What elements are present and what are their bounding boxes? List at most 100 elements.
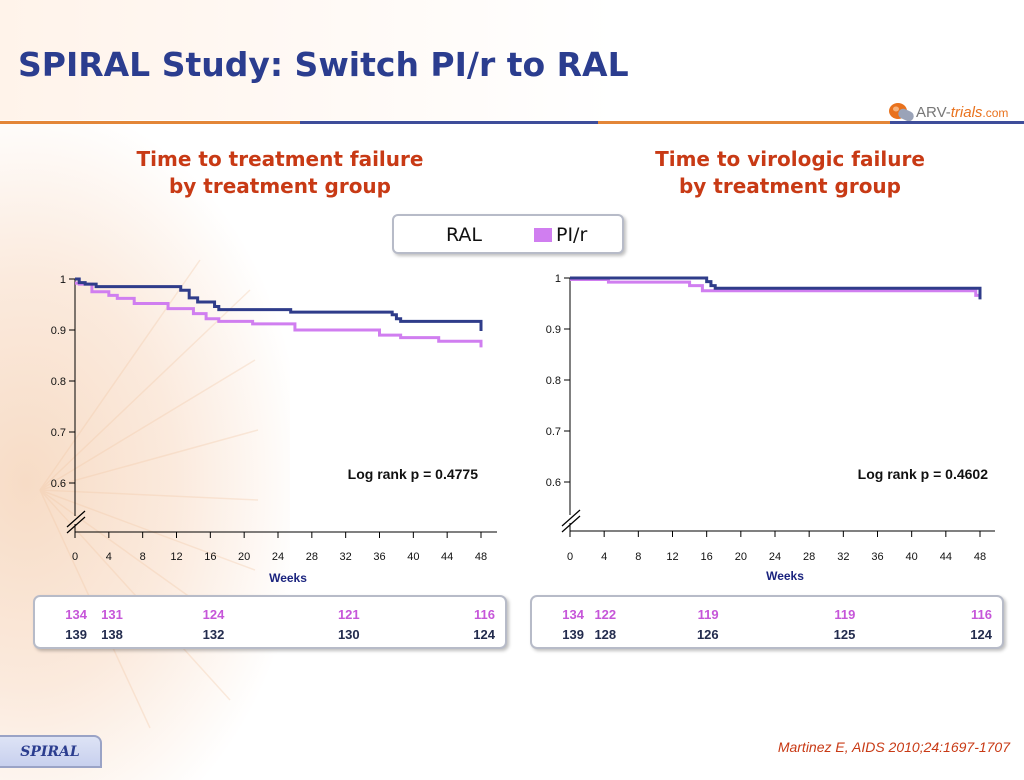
- logo-highlight: trials: [950, 104, 983, 121]
- x-tick-label: 4: [601, 551, 607, 563]
- at-risk-count-pir: 116: [971, 607, 992, 622]
- at-risk-count-ral: 138: [101, 627, 123, 642]
- x-tick-label: 4: [106, 551, 112, 563]
- panel-title-line: Time to virologic failure: [655, 147, 925, 171]
- x-tick-label: 32: [837, 551, 849, 563]
- x-tick-label: 12: [170, 551, 182, 563]
- at-risk-count-pir: 121: [337, 607, 360, 622]
- divider-rule: [300, 121, 598, 124]
- at-risk-count-pir: 134: [562, 607, 584, 622]
- study-badge-label: SPIRAL: [20, 744, 80, 760]
- at-risk-count-pir: 124: [202, 607, 225, 622]
- y-tick-label: 0.6: [546, 477, 561, 489]
- y-tick-label: 0.6: [51, 478, 66, 490]
- x-tick-label: 32: [340, 551, 352, 563]
- km-curve-ral: [570, 276, 982, 300]
- x-tick-label: 44: [940, 551, 952, 563]
- y-tick-label: 0.9: [51, 325, 66, 337]
- y-tick-label: 0.7: [546, 426, 561, 438]
- at-risk-count-ral: 139: [65, 627, 87, 642]
- at-risk-count-ral: 124: [970, 627, 992, 642]
- log-rank-annotation: Log rank p = 0.4775: [348, 466, 479, 482]
- x-tick-label: 0: [72, 551, 78, 563]
- at-risk-count-ral: 139: [562, 627, 584, 642]
- header-band: [0, 0, 1024, 120]
- x-tick-label: 36: [373, 551, 385, 563]
- y-tick-label: 0.7: [51, 427, 66, 439]
- x-tick-label: 44: [441, 551, 453, 563]
- at-risk-count-pir: 122: [594, 607, 617, 622]
- brand-logo: ARV-trials.com: [888, 98, 1018, 128]
- axis-break-mark: [66, 510, 86, 528]
- legend-item-pir: PI/r: [534, 224, 587, 246]
- axis-break-mark: [561, 509, 581, 527]
- citation: Martinez E, AIDS 2010;24:1697-1707: [777, 739, 1010, 755]
- x-tick-label: 48: [974, 551, 986, 563]
- km-charts: 0.60.70.80.910 4 8 12 16 20 24 28 32 36 40 44 48Week…: [51, 273, 995, 585]
- x-tick-label: 28: [803, 551, 815, 563]
- panel-title-line: by treatment group: [678, 174, 901, 198]
- km-curve-ral: [75, 277, 483, 332]
- at-risk-count-ral: 132: [202, 627, 225, 642]
- divider-rule: [0, 121, 300, 124]
- x-tick-label: 40: [407, 551, 419, 563]
- x-tick-label: 20: [238, 551, 250, 563]
- x-tick-label: 48: [475, 551, 487, 563]
- legend-swatch: [534, 228, 552, 242]
- logo-prefix: ARV-: [916, 104, 951, 121]
- panel-title-line: by treatment group: [168, 174, 391, 198]
- study-badge: SPIRAL: [0, 735, 102, 768]
- chart-legend: RAL PI/r: [392, 214, 624, 254]
- at-risk-count-pir: 116: [474, 607, 495, 622]
- at-risk-count-pir: 134: [65, 607, 87, 622]
- x-tick-label: 16: [204, 551, 216, 563]
- x-tick-label: 24: [769, 551, 781, 563]
- panel-title-treatment-failure: Time to treatment failure by treatment g…: [80, 146, 480, 200]
- capsule-icon: [889, 103, 914, 122]
- y-tick-label: 0.9: [546, 324, 561, 336]
- log-rank-annotation: Log rank p = 0.4602: [858, 466, 989, 482]
- y-tick-label: 0.8: [546, 375, 561, 387]
- at-risk-table-virologic-failure: 134 139 122 128 119 126 119 125 116 124: [530, 595, 1004, 649]
- x-tick-label: 8: [140, 551, 146, 563]
- x-axis-label: Weeks: [269, 571, 307, 585]
- at-risk-table-treatment-failure: 134 139 131 138 124 132 121 130 116 124: [33, 595, 507, 649]
- at-risk-count-pir: 119: [697, 607, 719, 622]
- axis-break-mark: [66, 516, 86, 534]
- x-axis-label: Weeks: [766, 569, 804, 583]
- logo-suffix: .com: [982, 106, 1009, 120]
- slide-title: SPIRAL Study: Switch PI/r to RAL: [18, 45, 629, 84]
- divider-rule: [598, 121, 890, 124]
- km-curve-pir: [570, 278, 980, 297]
- km-chart-treatment-failure: 0.60.70.80.910 4 8 12 16 20 24 28 32 36 40 44 48Week…: [51, 274, 497, 585]
- panel-title-line: Time to treatment failure: [136, 147, 424, 171]
- divider-rule: [890, 121, 1024, 124]
- y-tick-label: 1: [60, 274, 66, 286]
- x-tick-label: 16: [701, 551, 713, 563]
- km-curve-pir: [75, 281, 483, 348]
- x-tick-label: 20: [735, 551, 747, 563]
- legend-label: RAL: [446, 224, 483, 246]
- x-tick-label: 8: [635, 551, 641, 563]
- at-risk-count-ral: 124: [473, 627, 495, 642]
- x-tick-label: 28: [306, 551, 318, 563]
- y-tick-label: 0.8: [51, 376, 66, 388]
- km-chart-virologic-failure: 0.60.70.80.910 4 8 12 16 20 24 28 32 36 40 44 48Week…: [546, 273, 995, 583]
- legend-item-ral: RAL: [446, 224, 482, 246]
- y-tick-label: 1: [555, 273, 561, 285]
- at-risk-count-pir: 131: [101, 607, 123, 622]
- legend-label: PI/r: [556, 224, 588, 246]
- at-risk-count-ral: 125: [833, 627, 856, 642]
- background-glow: [0, 120, 290, 780]
- x-tick-label: 24: [272, 551, 284, 563]
- x-tick-label: 40: [906, 551, 918, 563]
- at-risk-count-ral: 126: [696, 627, 719, 642]
- panel-title-virologic-failure: Time to virologic failure by treatment g…: [590, 146, 990, 200]
- x-tick-label: 0: [567, 551, 573, 563]
- at-risk-count-ral: 128: [594, 627, 617, 642]
- x-tick-label: 36: [871, 551, 883, 563]
- axis-break-mark: [561, 515, 581, 533]
- at-risk-count-pir: 119: [834, 607, 856, 622]
- at-risk-count-ral: 130: [337, 627, 360, 642]
- x-tick-label: 12: [666, 551, 678, 563]
